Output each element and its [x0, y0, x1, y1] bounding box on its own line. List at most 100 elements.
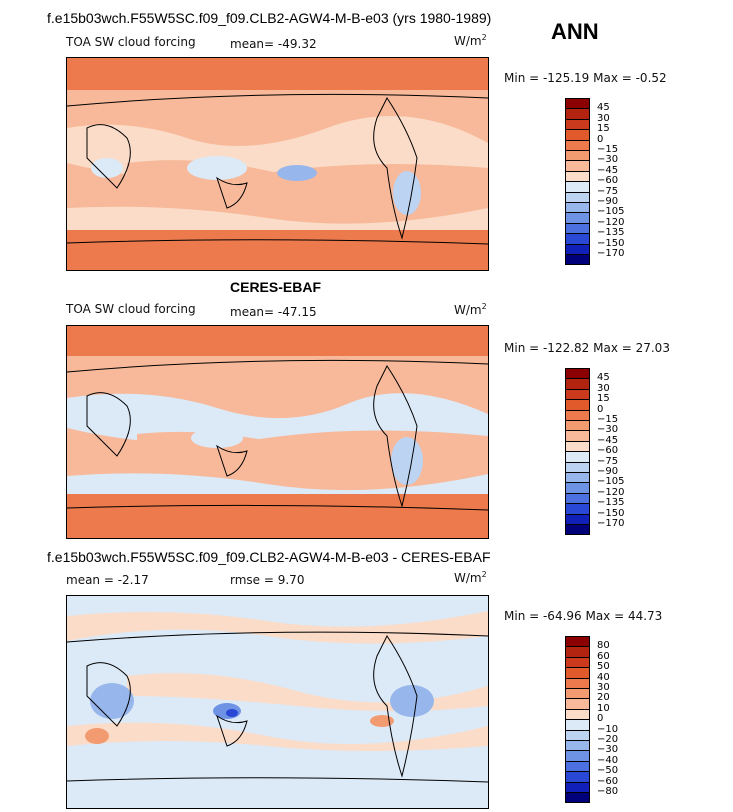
- colorbar-swatch: [565, 740, 590, 752]
- colorbar-swatch: [565, 170, 590, 183]
- colorbar-swatch: [565, 708, 590, 721]
- season-label: ANN: [551, 19, 599, 44]
- colorbar-label: 0: [597, 713, 604, 725]
- colorbar-swatch: [565, 233, 590, 245]
- colorbar-label: 80: [597, 640, 610, 652]
- panel3-title: f.e15b03wch.F55W5SC.f09_f09.CLB2-AGW4-M-…: [47, 549, 491, 565]
- panel2-map: [66, 325, 489, 539]
- colorbar-label: −75: [597, 455, 619, 467]
- colorbar-label: −120: [597, 486, 625, 498]
- panel2-units: W/m2: [454, 302, 487, 317]
- colorbar-swatch: [565, 150, 590, 162]
- colorbar-label: −120: [597, 216, 625, 228]
- colorbar-swatch: [565, 698, 590, 710]
- colorbar-swatch: [565, 461, 590, 473]
- colorbar-swatch: [565, 524, 590, 536]
- colorbar-label: 40: [597, 671, 610, 683]
- colorbar-label: −80: [597, 786, 619, 797]
- colorbar-label: −150: [597, 237, 625, 249]
- colorbar-swatch: [565, 656, 590, 669]
- colorbar-label: 30: [597, 382, 610, 394]
- panel2-field: [67, 326, 488, 538]
- colorbar-label: 45: [597, 102, 610, 114]
- panel2-mean: mean= -47.15: [230, 305, 317, 319]
- colorbar-swatch: [565, 399, 590, 411]
- colorbar-label: −60: [597, 175, 619, 187]
- colorbar-swatch: [565, 760, 590, 773]
- colorbar-swatch: [565, 750, 590, 762]
- colorbar-label: −40: [597, 754, 619, 766]
- colorbar-label: −15: [597, 144, 619, 155]
- colorbar-label: −170: [597, 518, 625, 529]
- colorbar-border: [565, 264, 590, 266]
- colorbar-swatch: [565, 492, 590, 505]
- colorbar-swatch: [565, 139, 590, 151]
- colorbar-swatch: [565, 503, 590, 515]
- colorbar-swatch: [565, 98, 590, 110]
- colorbar-swatch: [565, 222, 590, 235]
- colorbar-swatch: [565, 472, 590, 484]
- colorbar-label: −45: [597, 434, 619, 446]
- colorbar-swatch: [565, 409, 590, 421]
- panel1-variable: TOA SW cloud forcing: [66, 35, 196, 49]
- panel2-variable: TOA SW cloud forcing: [66, 302, 196, 316]
- colorbar-swatch: [565, 440, 590, 453]
- colorbar-swatch: [565, 513, 590, 525]
- colorbar-label: −105: [597, 476, 625, 488]
- colorbar-label: −60: [597, 775, 619, 787]
- colorbar-swatch: [565, 212, 590, 224]
- colorbar-swatch: [565, 191, 590, 203]
- colorbar-swatch: [565, 451, 590, 463]
- panel1-map: [66, 57, 489, 271]
- colorbar-label: −170: [597, 248, 625, 259]
- panel3-units: W/m2: [454, 570, 487, 585]
- colorbar-label: −135: [597, 227, 625, 239]
- colorbar-swatch: [565, 636, 590, 648]
- colorbar-swatch: [565, 667, 590, 679]
- colorbar-label: 45: [597, 372, 610, 384]
- colorbar-swatch: [565, 388, 590, 401]
- colorbar-swatch: [565, 160, 590, 172]
- colorbar-label: 50: [597, 661, 610, 673]
- panel1-field: [67, 58, 488, 270]
- colorbar-swatch: [565, 118, 590, 131]
- colorbar-label: −90: [597, 466, 619, 477]
- panel3-mean: mean = -2.17: [66, 573, 149, 587]
- colorbar-swatch: [565, 108, 590, 120]
- colorbar-label: 20: [597, 692, 610, 704]
- colorbar-label: −105: [597, 206, 625, 218]
- colorbar-label: −30: [597, 424, 619, 436]
- colorbar-label: −60: [597, 445, 619, 457]
- colorbar-label: 60: [597, 650, 610, 662]
- panel1-title: f.e15b03wch.F55W5SC.f09_f09.CLB2-AGW4-M-…: [47, 10, 492, 26]
- colorbar-label: 0: [597, 133, 604, 145]
- colorbar-swatch: [565, 792, 590, 804]
- panel3-field: [67, 596, 488, 808]
- colorbar-swatch: [565, 368, 590, 380]
- colorbar-swatch: [565, 771, 590, 783]
- colorbar-label: 0: [597, 403, 604, 415]
- colorbar-swatch: [565, 688, 590, 700]
- colorbar-border: [565, 802, 590, 804]
- colorbar-swatch: [565, 729, 590, 741]
- panel2-title: CERES-EBAF: [230, 279, 322, 295]
- colorbar-label: −30: [597, 744, 619, 756]
- panel1-mean: mean= -49.32: [230, 37, 317, 51]
- colorbar-swatch: [565, 202, 590, 214]
- panel2-minmax: Min = -122.82 Max = 27.03: [504, 341, 670, 355]
- colorbar-label: 10: [597, 702, 610, 714]
- colorbar-label: −10: [597, 723, 619, 735]
- colorbar-label: −30: [597, 154, 619, 166]
- colorbar-swatch: [565, 677, 590, 689]
- panel3-rmse: rmse = 9.70: [230, 573, 305, 587]
- colorbar-label: −75: [597, 185, 619, 197]
- panel1-minmax: Min = -125.19 Max = -0.52: [504, 71, 667, 85]
- colorbar-swatch: [565, 243, 590, 255]
- colorbar-label: −50: [597, 765, 619, 777]
- colorbar-label: 15: [597, 123, 610, 135]
- colorbar-label: −135: [597, 497, 625, 509]
- colorbar-swatch: [565, 781, 590, 793]
- colorbar-label: 30: [597, 112, 610, 124]
- colorbar-swatch: [565, 482, 590, 494]
- colorbar-swatch: [565, 719, 590, 731]
